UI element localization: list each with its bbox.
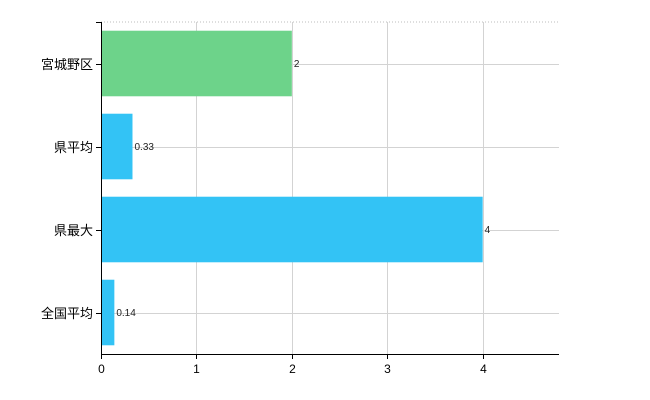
bar — [101, 30, 292, 97]
bars — [101, 30, 483, 346]
x-tick-label: 3 — [384, 362, 391, 376]
x-tick-label: 0 — [98, 362, 105, 376]
data-label: 0.14 — [116, 308, 136, 319]
category-label: 県平均 — [54, 141, 93, 156]
category-label: 宮城野区 — [41, 57, 93, 73]
data-label: 4 — [485, 225, 491, 236]
data-label: 2 — [294, 59, 300, 70]
x-tick-label: 2 — [289, 362, 296, 376]
bar — [101, 196, 483, 263]
category-label: 全国平均 — [41, 306, 93, 322]
x-tick-label: 1 — [193, 362, 200, 376]
axes — [96, 22, 559, 359]
category-label: 県最大 — [54, 224, 93, 239]
bar — [101, 113, 133, 180]
data-label: 0.33 — [134, 142, 154, 153]
bar — [101, 279, 115, 346]
x-tick-label: 4 — [480, 362, 487, 376]
grid — [101, 21, 559, 354]
